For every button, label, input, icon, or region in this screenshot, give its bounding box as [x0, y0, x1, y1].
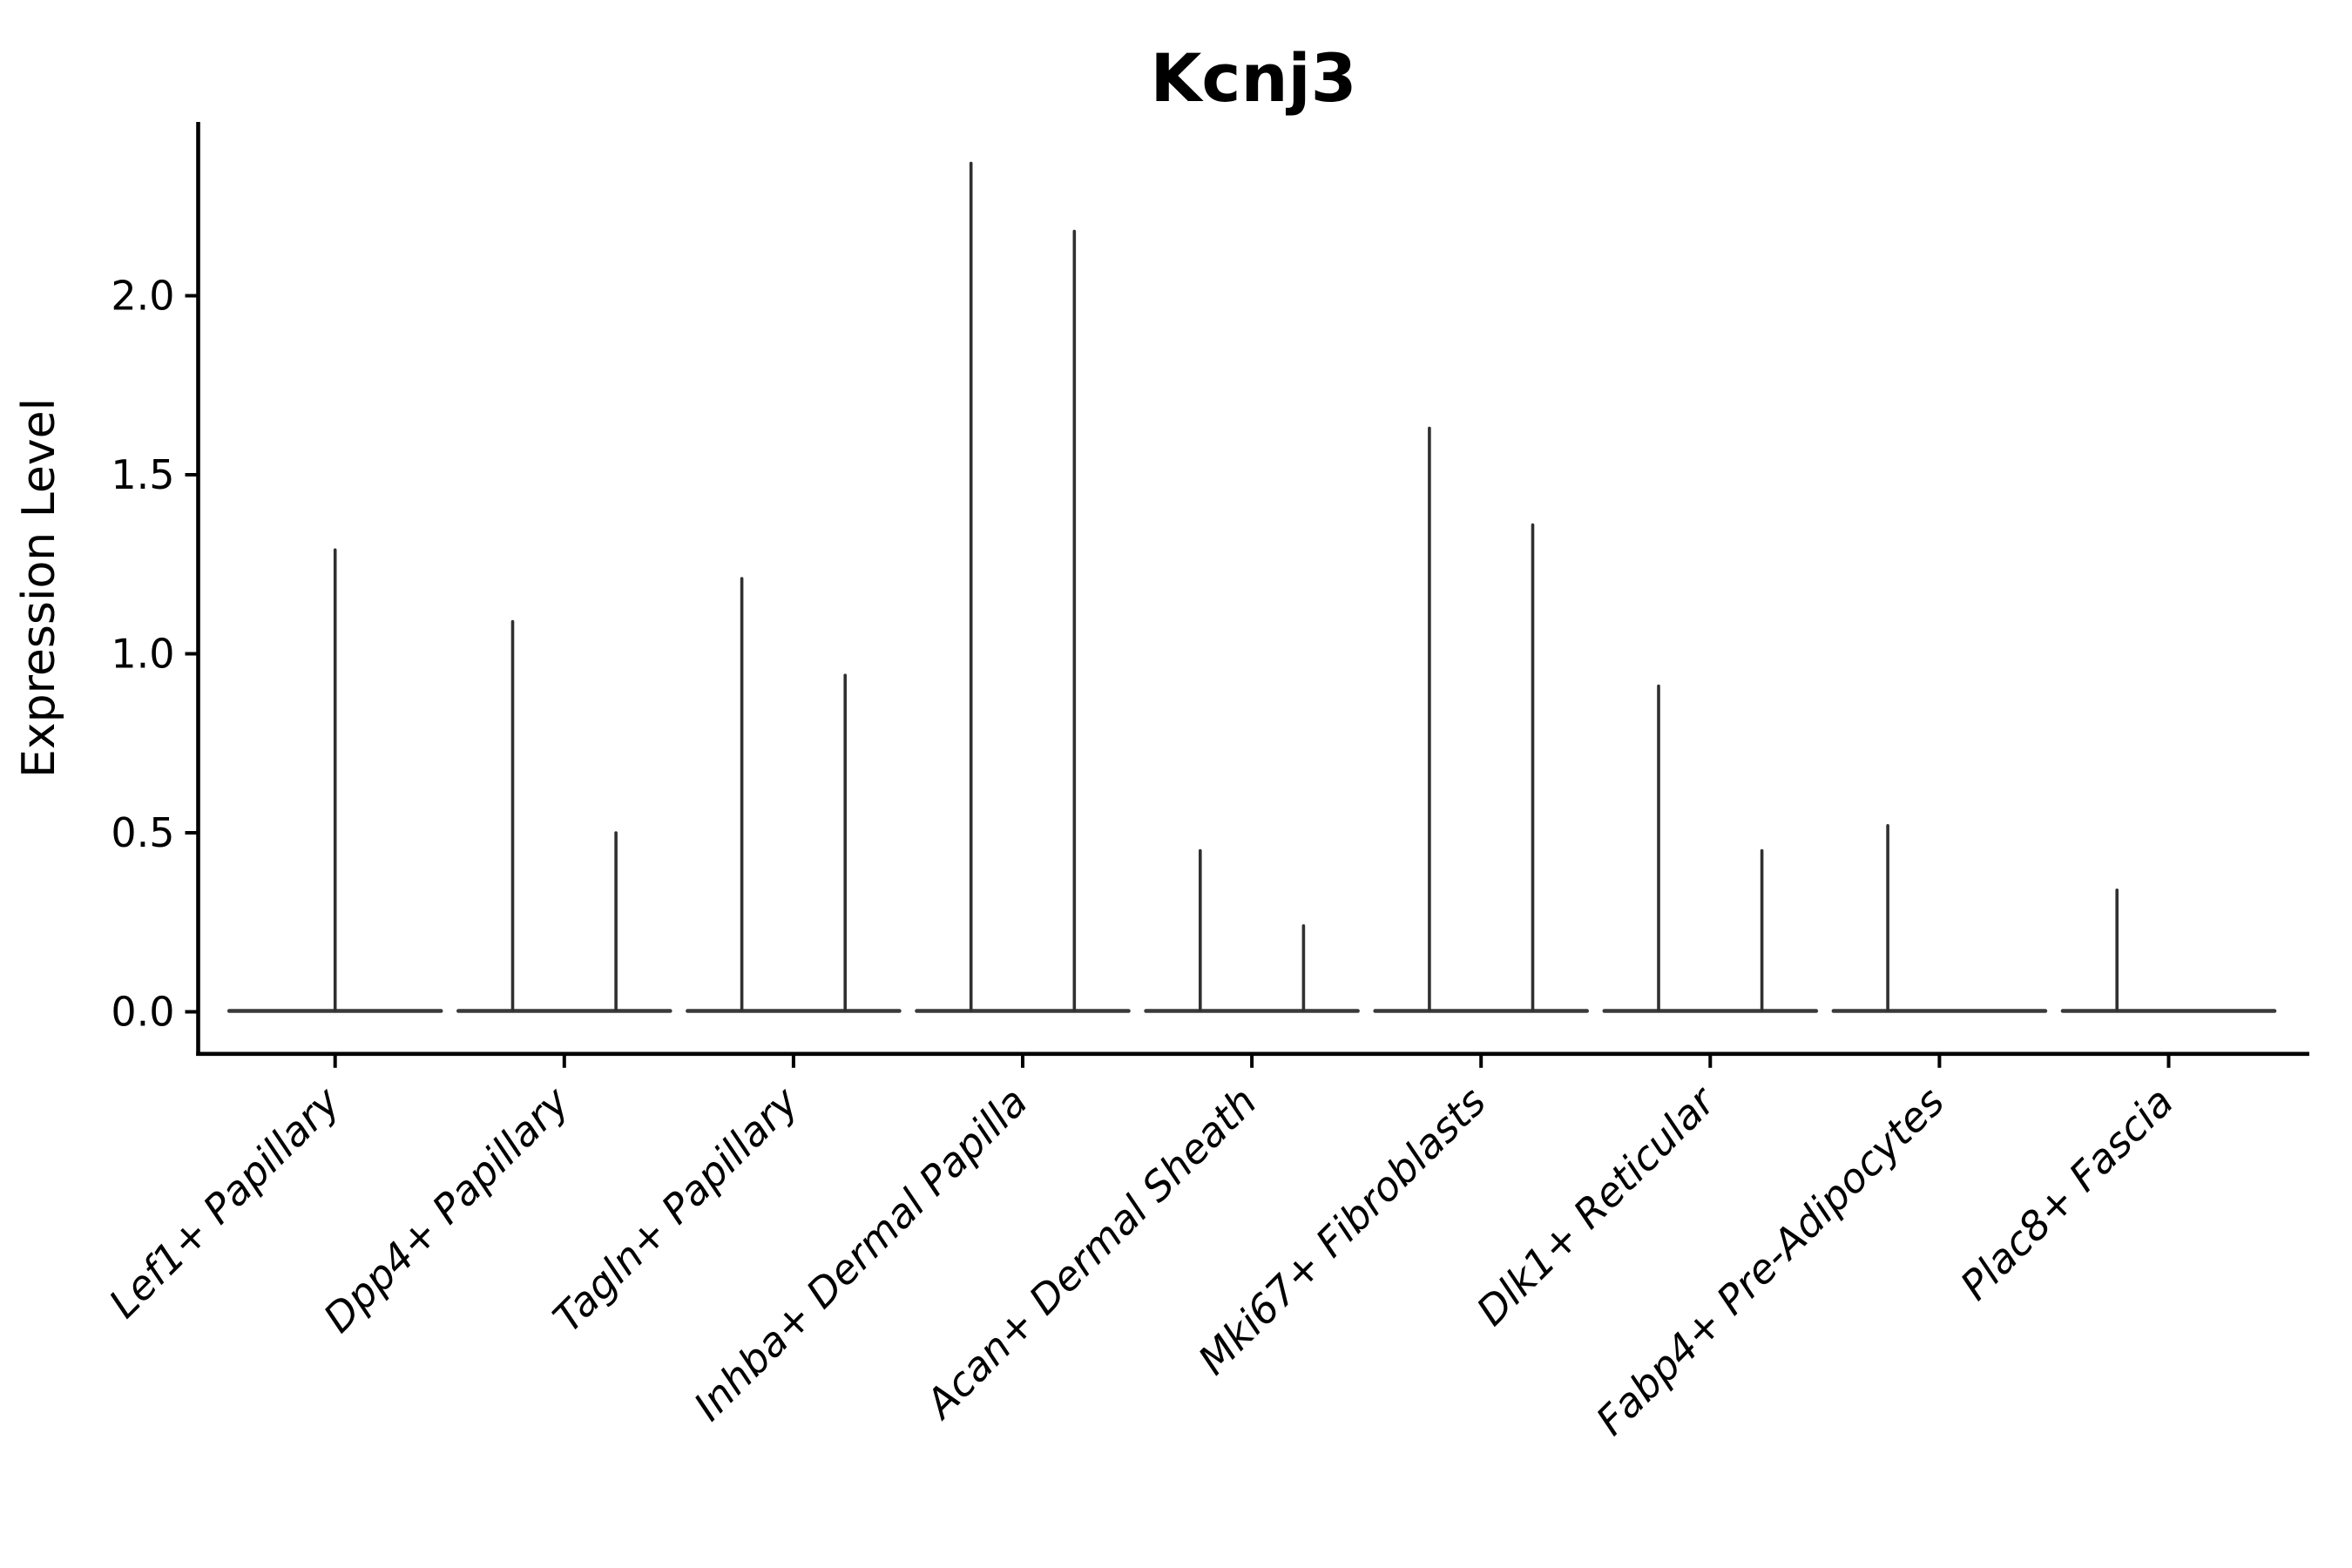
y-tick-label: 0.0 — [111, 989, 174, 1036]
violin-8 — [1831, 823, 2048, 1013]
x-tick-label: Tagln+ Papillary — [544, 1078, 808, 1342]
x-tick-label: Dpp4+ Papillary — [314, 1078, 578, 1342]
violin-1 — [226, 548, 443, 1013]
y-tick-label: 1.0 — [111, 631, 174, 678]
violin-3 — [686, 577, 902, 1013]
violin-6 — [1373, 426, 1589, 1013]
plot-title: Kcnj3 — [1151, 39, 1357, 117]
y-tick-label: 1.5 — [111, 451, 174, 498]
x-tick-label: Plac8+ Fascia — [1951, 1078, 2182, 1308]
y-tick-label: 2.0 — [111, 273, 174, 320]
violin-4 — [915, 161, 1131, 1013]
y-tick-label: 0.5 — [111, 809, 174, 856]
violins — [226, 161, 2277, 1013]
x-tick-label: Lef1+ Papillary — [100, 1078, 349, 1327]
violin-2 — [456, 619, 672, 1013]
y-axis-ticks: 0.0 0.5 1.0 1.5 2.0 — [111, 273, 197, 1036]
x-axis-ticks — [333, 1055, 2171, 1068]
violin-9 — [2060, 888, 2277, 1013]
y-axis-label: Expression Level — [13, 398, 65, 778]
violin-5 — [1144, 848, 1360, 1013]
violin-7 — [1602, 684, 1819, 1013]
x-tick-label: Dlk1+ Reticular — [1467, 1076, 1726, 1335]
